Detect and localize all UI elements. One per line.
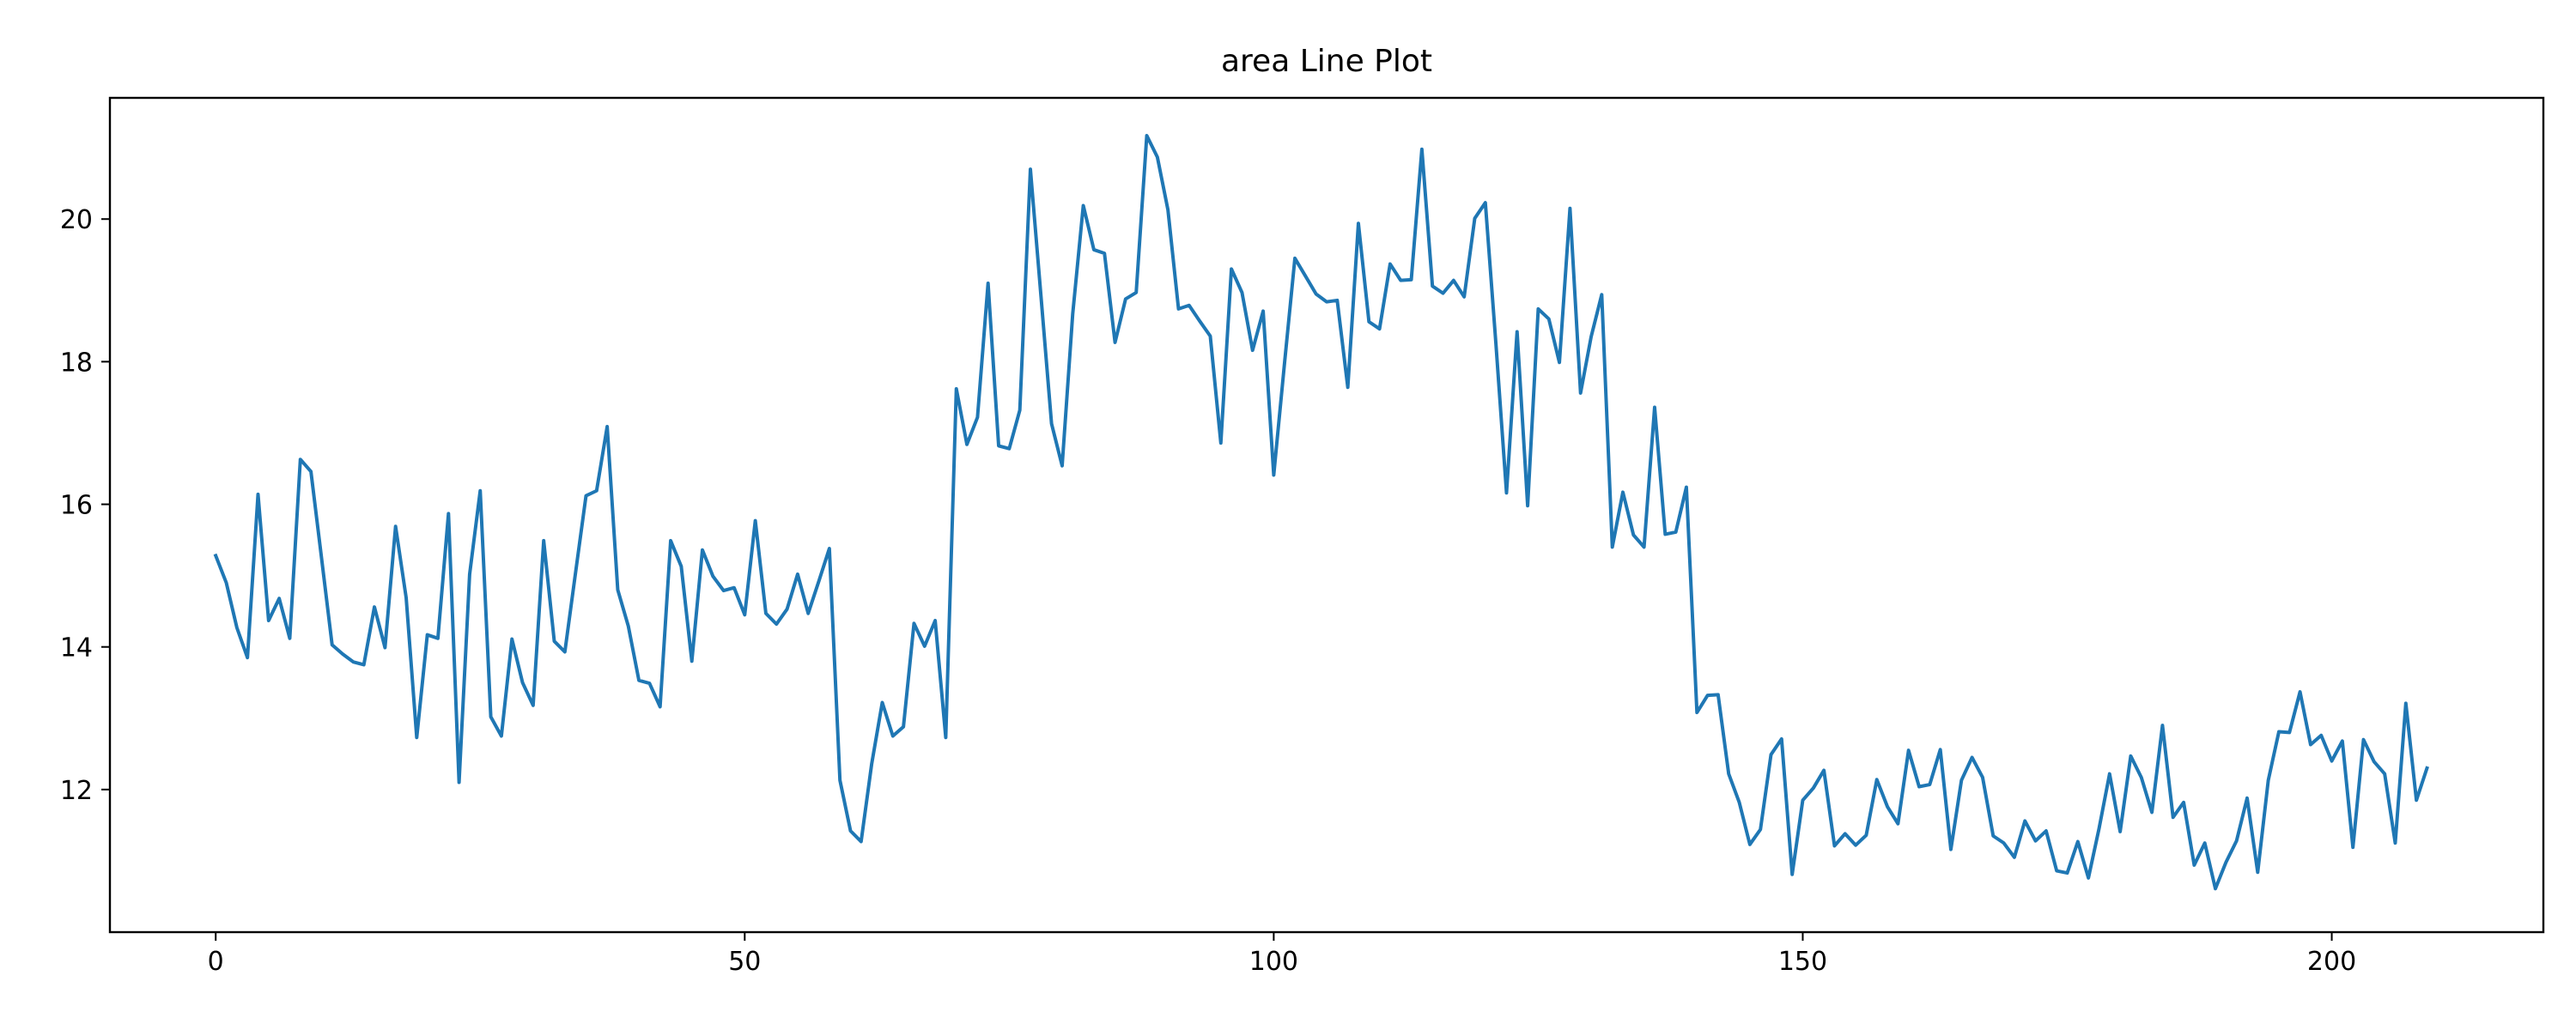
x-axis: 0 50 100 150 200 (208, 932, 2356, 977)
x-tick-label-0: 0 (208, 947, 224, 977)
plot-marks (213, 134, 2429, 891)
x-tick-label-3: 150 (1778, 947, 1827, 977)
chart-title: area Line Plot (1221, 44, 1432, 79)
y-tick-label-3: 18 (60, 348, 93, 378)
x-tick-label-1: 50 (728, 947, 761, 977)
plot-frame (108, 96, 2545, 934)
y-tick-label-0: 12 (60, 776, 93, 806)
y-tick-label-1: 14 (60, 633, 93, 663)
y-tick-label-2: 16 (60, 491, 93, 521)
x-tick-label-2: 100 (1249, 947, 1298, 977)
series-line-0 (213, 134, 2429, 891)
y-tick-label-4: 20 (60, 205, 93, 235)
x-tick-label-4: 200 (2307, 947, 2356, 977)
y-axis: 12 14 16 18 20 (60, 205, 110, 806)
